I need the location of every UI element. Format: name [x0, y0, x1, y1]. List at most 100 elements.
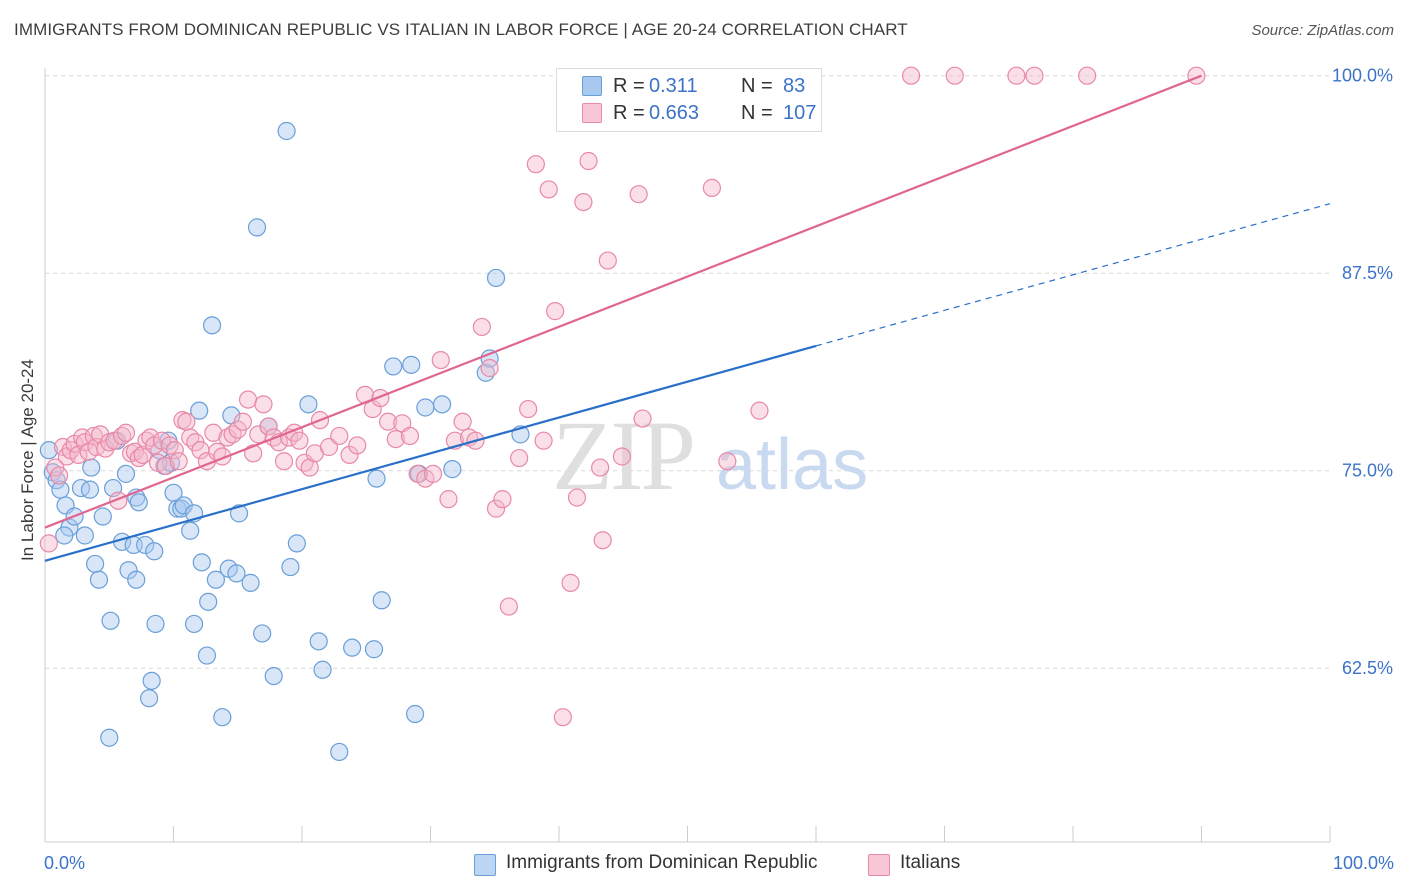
legend-swatch-pink [582, 103, 602, 123]
italian-point [598, 251, 617, 270]
italian-point [633, 409, 652, 428]
italian-point [526, 155, 545, 174]
italian-point [750, 401, 769, 420]
italian-point [901, 66, 921, 85]
dominican-point [480, 349, 499, 368]
italian-point [75, 433, 94, 452]
dominican-trend-extension [815, 203, 1331, 347]
italian-point [340, 445, 359, 464]
dominican-point [264, 666, 283, 686]
dominican-point [197, 646, 217, 665]
italian-point [274, 452, 294, 471]
legend-swatch-blue [474, 854, 496, 876]
dominican-point [142, 671, 161, 690]
italian-point [238, 390, 258, 409]
axes [44, 68, 1331, 843]
italian-point [546, 302, 565, 321]
italian-point [702, 178, 722, 197]
italian-point [486, 499, 506, 518]
y-tick-label: 75.0% [1342, 461, 1393, 481]
italian-point [1025, 66, 1044, 85]
chart-title: IMMIGRANTS FROM DOMINICAN REPUBLIC VS IT… [14, 20, 908, 39]
italian-point [493, 490, 512, 509]
italian-point [499, 597, 518, 616]
italian-point [300, 458, 319, 477]
italian-point [591, 458, 610, 477]
n-label: N = [741, 102, 773, 124]
r-label: R = [613, 75, 645, 97]
legend-label-dominican: Immigrants from Dominican Republic [506, 852, 818, 873]
dominican-point [229, 504, 249, 523]
italian-point [348, 436, 367, 455]
italian-point [84, 426, 103, 446]
italian-point [629, 185, 648, 204]
n-value: 107 [783, 102, 817, 124]
italian-point [386, 430, 405, 449]
italians-trend-line [44, 74, 1202, 529]
series-italians-points [39, 66, 1206, 727]
y-tick-label: 87.5% [1342, 263, 1393, 283]
dominican-point [127, 570, 146, 589]
dominican-point [241, 573, 260, 592]
legend-swatch-pink [868, 854, 890, 876]
italian-point [539, 180, 558, 199]
italian-point [400, 426, 420, 446]
italian-point [169, 452, 188, 471]
dominican-point [86, 554, 105, 574]
italian-point [480, 358, 499, 378]
dominican-point [213, 708, 232, 727]
y-tick-labels: 62.5% 75.0% 87.5% 100.0% [1332, 66, 1393, 679]
y-axis-label: In Labor Force | Age 20-24 [18, 359, 37, 561]
x-tick-label-min: 0.0% [44, 853, 86, 873]
dominican-point [367, 469, 386, 488]
dominican-point [192, 553, 211, 572]
r-value: 0.663 [649, 102, 700, 124]
dominican-point [100, 728, 119, 747]
dominican-point [402, 355, 421, 374]
dominican-point [199, 592, 218, 611]
watermark-atlas: atlas [716, 425, 868, 505]
dominican-point [486, 268, 506, 288]
dominican-point [139, 689, 159, 708]
dominican-point [101, 611, 120, 630]
x-tick-label-max: 100.0% [1332, 853, 1394, 873]
italian-point [1187, 66, 1206, 85]
r-value: 0.311 [649, 75, 698, 97]
italian-point [439, 490, 458, 509]
italian-point [593, 531, 612, 550]
y-tick-label: 100.0% [1332, 66, 1393, 86]
italian-point [553, 708, 572, 727]
dominican-point [372, 591, 391, 610]
dominican-point [136, 535, 155, 555]
dominican-point [313, 660, 332, 679]
dominican-point [71, 478, 91, 498]
source-credit: Source: ZipAtlas.com [1251, 22, 1394, 39]
dominican-point [206, 570, 226, 589]
italian-point [330, 426, 349, 446]
watermark-zip: ZIP [552, 400, 693, 511]
italian-point [50, 466, 69, 485]
italian-point [453, 412, 472, 431]
italian-point [116, 423, 136, 442]
series-legend: Immigrants from Dominican Republic Itali… [0, 852, 1406, 878]
stats-legend: R = 0.311 N = 83 R = 0.663 N = 107 [556, 68, 822, 132]
italian-point [431, 351, 450, 370]
dominican-point [39, 441, 58, 460]
italian-point [290, 431, 309, 450]
italian-point [612, 447, 632, 466]
italian-point [165, 441, 184, 460]
italian-point [423, 464, 443, 483]
dominican-point [443, 460, 462, 479]
italian-point [378, 412, 398, 431]
r-label: R = [613, 102, 645, 124]
italian-point [472, 317, 491, 337]
dominican-point [281, 557, 300, 577]
dominican-point [145, 542, 164, 561]
dominican-point [146, 614, 165, 634]
dominican-point [309, 632, 328, 651]
dominican-point [432, 395, 452, 414]
italian-point [177, 412, 196, 431]
italian-point [254, 395, 273, 414]
dominican-point [202, 316, 222, 335]
